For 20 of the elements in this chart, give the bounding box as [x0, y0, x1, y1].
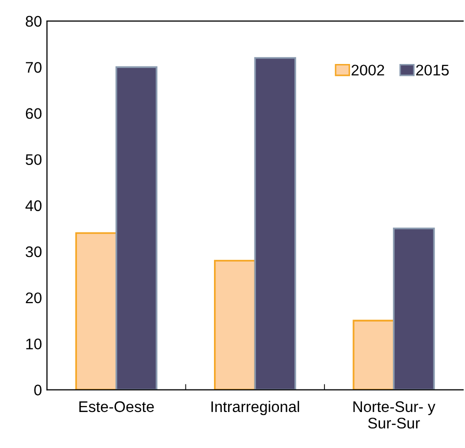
y-tick-label: 80	[26, 16, 42, 27]
bar	[352, 320, 395, 390]
y-tick-label: 70	[26, 62, 42, 73]
x-tick-label: Norte-Sur- y Sur-Sur	[353, 401, 436, 429]
y-tick-label: 0	[34, 384, 42, 396]
y-tick-label: 20	[26, 292, 42, 304]
x-tick-label: Este-Oeste	[79, 401, 154, 412]
y-tick-label: 40	[25, 200, 42, 212]
y-tick-label: 30	[26, 246, 42, 258]
x-tick-label: Intrarregional	[211, 400, 300, 416]
bar	[254, 57, 296, 390]
y-tick-label: 60	[26, 108, 42, 119]
bar	[75, 232, 118, 390]
bar	[392, 228, 435, 390]
bar	[214, 260, 256, 390]
y-tick-label: 50	[26, 154, 42, 166]
legend-label: 2015	[416, 64, 449, 76]
bar	[115, 66, 158, 390]
legend-label: 2002	[352, 64, 384, 76]
y-tick-label: 10	[26, 338, 42, 350]
